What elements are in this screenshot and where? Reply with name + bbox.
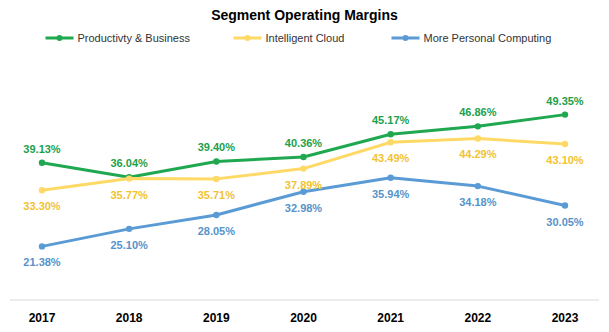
series-line	[42, 115, 565, 178]
data-label: 30.05%	[546, 216, 584, 228]
data-label: 49.35%	[546, 95, 584, 107]
point-marker	[39, 160, 45, 166]
x-tick-label: 2023	[552, 311, 579, 325]
data-label: 34.18%	[459, 196, 497, 208]
data-label: 43.49%	[372, 152, 410, 164]
data-label: 40.36%	[285, 137, 323, 149]
point-marker	[387, 131, 393, 137]
point-marker	[213, 176, 219, 182]
data-label: 25.10%	[111, 239, 149, 251]
data-label: 46.86%	[459, 106, 497, 118]
point-marker	[126, 175, 132, 181]
point-marker	[39, 187, 45, 193]
legend-label: Intelligent Cloud	[266, 32, 345, 44]
point-marker	[475, 183, 481, 189]
legend-marker	[245, 35, 251, 41]
point-marker	[213, 158, 219, 164]
x-tick-label: 2018	[116, 311, 143, 325]
data-label: 44.29%	[459, 148, 497, 160]
data-label: 21.38%	[23, 256, 61, 268]
chart: Segment Operating Margins Productivty & B…	[0, 0, 609, 332]
point-marker	[475, 123, 481, 129]
data-label: 39.13%	[23, 143, 61, 155]
data-label: 45.17%	[372, 114, 410, 126]
point-marker	[300, 165, 306, 171]
x-tick-label: 2020	[290, 311, 317, 325]
data-label: 39.40%	[198, 141, 236, 153]
data-label: 35.77%	[111, 189, 149, 201]
point-marker	[562, 111, 568, 117]
data-label: 43.10%	[546, 154, 584, 166]
data-label: 33.30%	[23, 200, 61, 212]
x-tick-label: 2021	[377, 311, 404, 325]
plot-marks	[39, 111, 568, 249]
point-marker	[562, 202, 568, 208]
data-label: 36.04%	[111, 157, 149, 169]
legend: Productivty & Business Intelligent Cloud M…	[46, 32, 552, 44]
point-marker	[213, 212, 219, 218]
point-marker	[475, 135, 481, 141]
legend-label: More Personal Computing	[424, 32, 552, 44]
point-marker	[562, 141, 568, 147]
x-axis-line	[10, 300, 599, 301]
x-tick-label: 2022	[464, 311, 491, 325]
point-marker	[387, 175, 393, 181]
point-marker	[126, 226, 132, 232]
series-line	[42, 178, 565, 247]
x-tick-label: 2019	[203, 311, 230, 325]
data-label: 32.98%	[285, 202, 323, 214]
legend-label: Productivty & Business	[78, 32, 191, 44]
legend-marker	[57, 35, 63, 41]
point-marker	[387, 139, 393, 145]
data-label: 35.71%	[198, 189, 236, 201]
legend-marker	[403, 35, 409, 41]
point-marker	[39, 243, 45, 249]
data-label: 37.89%	[285, 179, 323, 191]
data-label: 35.94%	[372, 188, 410, 200]
title: Segment Operating Margins	[211, 7, 398, 23]
point-marker	[300, 154, 306, 160]
data-label: 28.05%	[198, 225, 236, 237]
x-tick-label: 2017	[29, 311, 56, 325]
